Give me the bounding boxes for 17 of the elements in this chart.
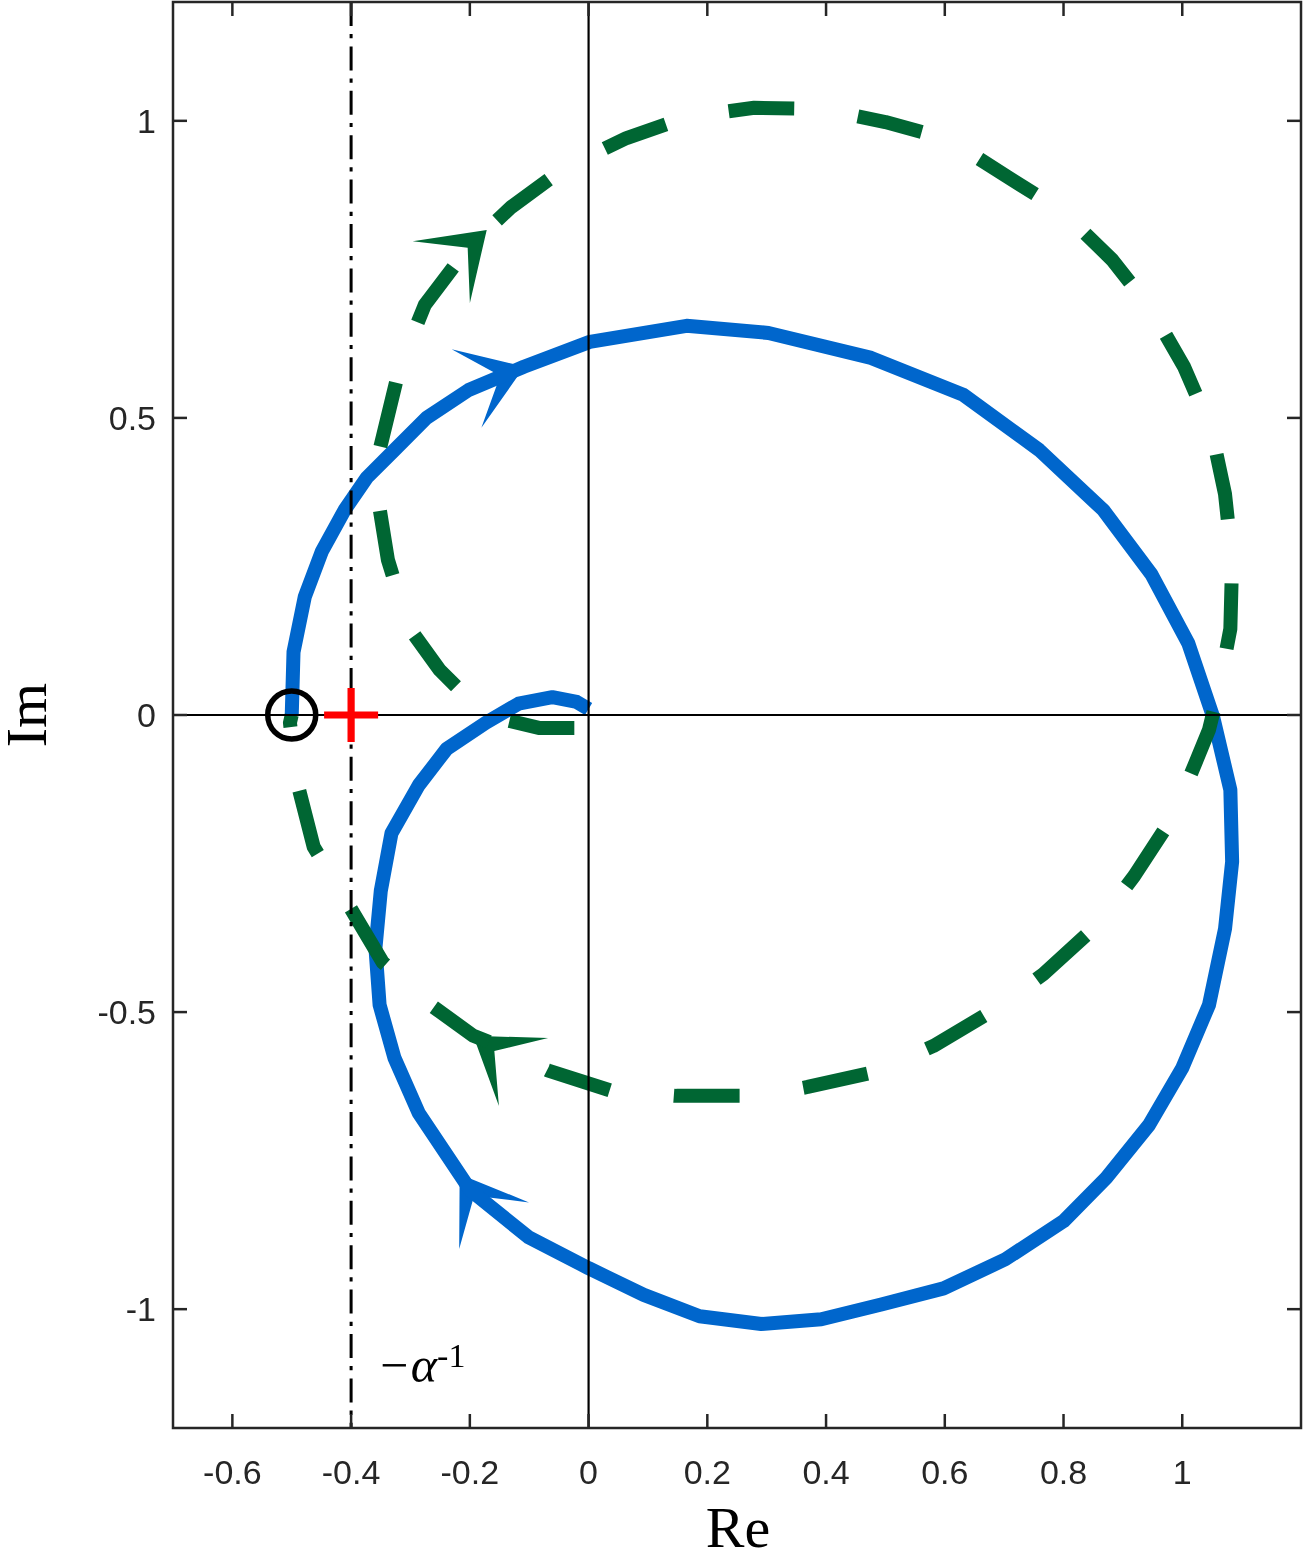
y-tick-label: 0 <box>137 696 156 734</box>
x-tick-label: -0.6 <box>203 1453 262 1491</box>
y-tick-label: -1 <box>125 1290 156 1329</box>
y-axis-title: Im <box>0 682 59 748</box>
ref-line-label: −α$^{-1}$ <box>377 1336 466 1393</box>
x-tick-label: -0.4 <box>321 1453 381 1491</box>
y-tick-label: 0.5 <box>108 398 156 437</box>
x-tick-label: 0.4 <box>802 1453 850 1491</box>
x-tick-label: 0 <box>579 1453 599 1491</box>
y-tick-label: 1 <box>137 101 156 140</box>
x-tick-label: 0.6 <box>921 1453 969 1491</box>
x-tick-label: -0.2 <box>440 1453 500 1491</box>
x-tick-label: 0.2 <box>683 1453 731 1491</box>
x-tick-label: 0.8 <box>1039 1453 1088 1491</box>
x-tick-label: 1 <box>1172 1453 1192 1491</box>
y-tick-label: -0.5 <box>97 993 156 1032</box>
x-axis-title: Re <box>705 1495 771 1558</box>
